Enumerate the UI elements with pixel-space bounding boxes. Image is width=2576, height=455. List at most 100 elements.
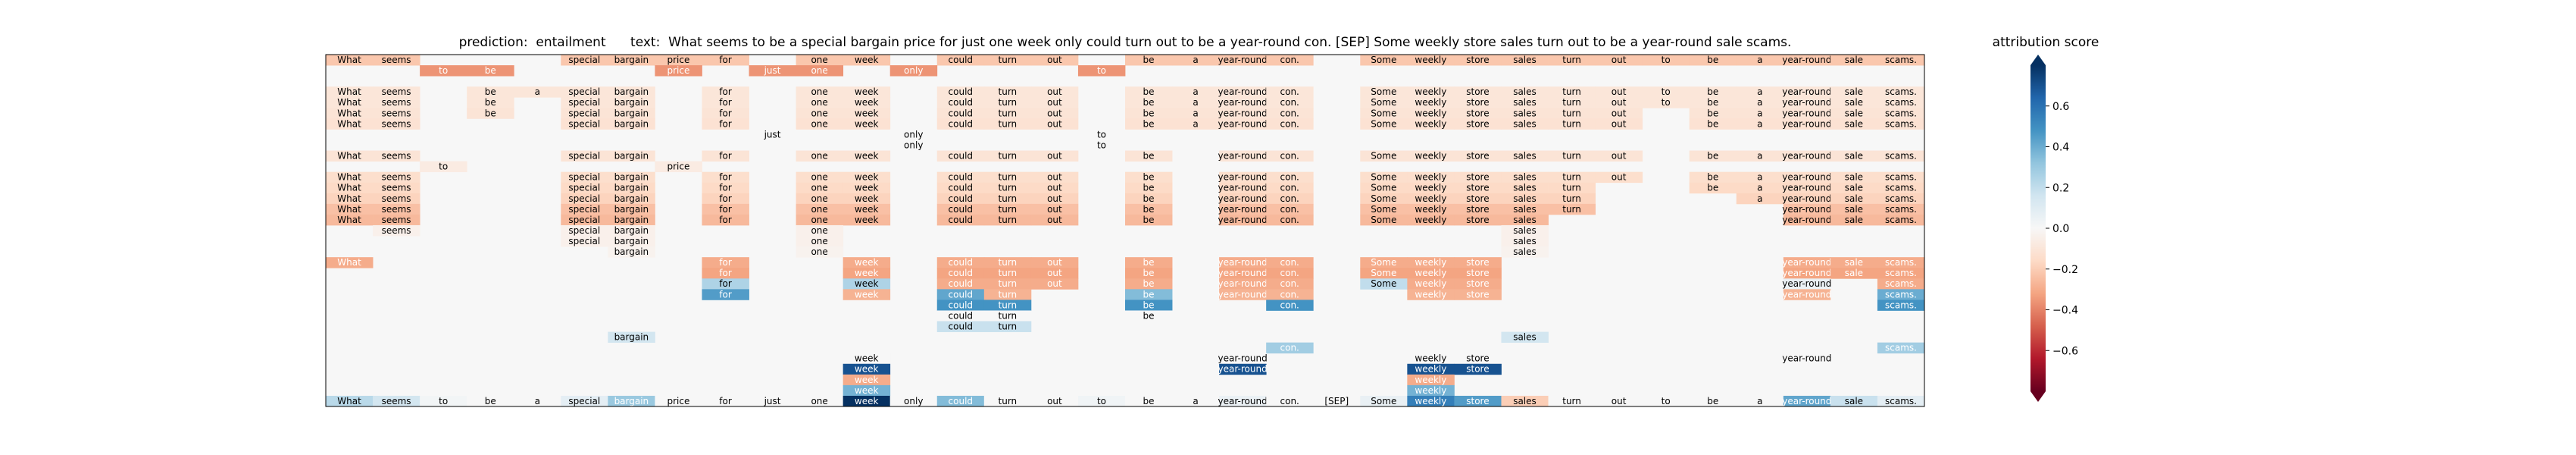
heatmap-cell — [1877, 150, 1925, 162]
cell-label: could — [949, 204, 974, 215]
heatmap-cell — [1830, 171, 1878, 184]
heatmap-cell — [373, 171, 420, 184]
colorbar-tick-label: 0.0 — [2052, 223, 2069, 235]
cell-label: could — [949, 183, 974, 193]
cell-label: scams. — [1885, 278, 1917, 289]
heatmap-cell — [1736, 108, 1784, 119]
cell-label: for — [719, 193, 732, 204]
heatmap-cell — [983, 214, 1032, 226]
cell-label: turn — [999, 97, 1018, 108]
cell-label: store — [1466, 86, 1489, 97]
cell-label: be — [1707, 118, 1718, 129]
cell-label: store — [1466, 257, 1489, 268]
cell-label: could — [949, 193, 974, 204]
cell-label: turn — [1562, 86, 1581, 97]
cell-label: special — [568, 183, 600, 193]
cell-label: out — [1047, 268, 1062, 278]
heatmap-cell — [1030, 150, 1079, 162]
cell-label: seems — [382, 86, 411, 97]
heatmap-cell — [1595, 97, 1643, 108]
heatmap-cell — [1830, 203, 1878, 215]
cell-label: scams. — [1885, 268, 1917, 278]
heatmap-cell — [1030, 268, 1079, 279]
cell-label: a — [1193, 55, 1198, 65]
cell-label: to — [1097, 140, 1106, 150]
heatmap-cell — [1219, 193, 1267, 205]
heatmap-cell — [608, 55, 655, 66]
cell-label: store — [1466, 289, 1489, 300]
cell-label: be — [1707, 183, 1718, 193]
heatmap-cell — [373, 193, 420, 205]
cell-label: out — [1047, 204, 1062, 215]
heatmap-cell — [561, 108, 608, 119]
cell-label: could — [949, 268, 974, 278]
cell-label: turn — [1562, 55, 1581, 65]
heatmap-cell — [843, 374, 891, 386]
cell-label: year-round — [1218, 97, 1268, 108]
heatmap-cell — [561, 55, 608, 66]
cell-label: weekly — [1415, 86, 1446, 97]
heatmap-cell — [1125, 278, 1173, 290]
heatmap-cell — [983, 150, 1032, 162]
heatmap-cell — [1783, 108, 1831, 119]
cell-label: for — [719, 97, 732, 108]
cell-label: store — [1466, 172, 1489, 183]
heatmap-cell — [467, 395, 514, 407]
heatmap-cell — [1830, 118, 1878, 130]
cell-label: be — [1143, 193, 1155, 204]
heatmap-cell — [1642, 55, 1690, 66]
cell-label: con. — [1280, 300, 1299, 310]
cell-label: year-round — [1218, 268, 1268, 278]
heatmap-cell — [843, 193, 891, 205]
cell-label: price — [667, 396, 690, 406]
heatmap-cell — [1030, 203, 1079, 215]
cell-label: price — [667, 55, 690, 65]
cell-label: scams. — [1885, 193, 1917, 204]
cell-label: year-round — [1218, 364, 1268, 375]
cell-label: con. — [1280, 183, 1299, 193]
cell-label: turn — [999, 310, 1018, 321]
heatmap-cell — [796, 236, 844, 247]
heatmap-cell — [1030, 278, 1079, 290]
heatmap-cell — [983, 203, 1032, 215]
heatmap-cell — [1877, 300, 1925, 311]
heatmap-cell — [843, 203, 891, 215]
cell-label: seems — [382, 215, 411, 225]
cell-label: weekly — [1415, 193, 1446, 204]
heatmap-cell — [1830, 182, 1878, 194]
cell-label: could — [949, 55, 974, 65]
cell-label: weekly — [1415, 97, 1446, 108]
cell-label: be — [1707, 172, 1718, 183]
cell-label: for — [719, 257, 732, 268]
cell-label: week — [855, 375, 879, 385]
cell-label: Some — [1371, 193, 1396, 204]
cell-label: be — [1143, 97, 1155, 108]
cell-label: one — [811, 215, 827, 225]
heatmap-cell — [1689, 86, 1737, 98]
cell-label: year-round — [1218, 396, 1268, 406]
heatmap-cell — [1783, 278, 1831, 290]
cell-label: one — [811, 193, 827, 204]
heatmap-cell — [1077, 140, 1126, 151]
heatmap-cell — [1454, 150, 1502, 162]
heatmap-cell — [1783, 203, 1831, 215]
heatmap-cell — [420, 65, 467, 77]
cell-label: sales — [1513, 55, 1537, 65]
heatmap-cell — [1172, 86, 1220, 98]
heatmap-cell — [1407, 171, 1455, 184]
cell-label: scams. — [1885, 97, 1917, 108]
heatmap-cell — [749, 395, 796, 407]
cell-label: con. — [1280, 193, 1299, 204]
colorbar-max-extension — [2030, 55, 2046, 65]
heatmap-cell — [561, 236, 608, 247]
cell-label: for — [719, 289, 732, 300]
cell-label: year-round — [1782, 118, 1831, 129]
cell-label: week — [855, 193, 879, 204]
heatmap-cell — [1877, 395, 1925, 407]
cell-label: could — [949, 151, 974, 162]
heatmap-cell — [326, 108, 374, 119]
cell-label: Some — [1371, 172, 1396, 183]
heatmap-cell — [1501, 224, 1549, 237]
heatmap-cell — [1407, 86, 1455, 98]
cell-label: special — [568, 151, 600, 162]
